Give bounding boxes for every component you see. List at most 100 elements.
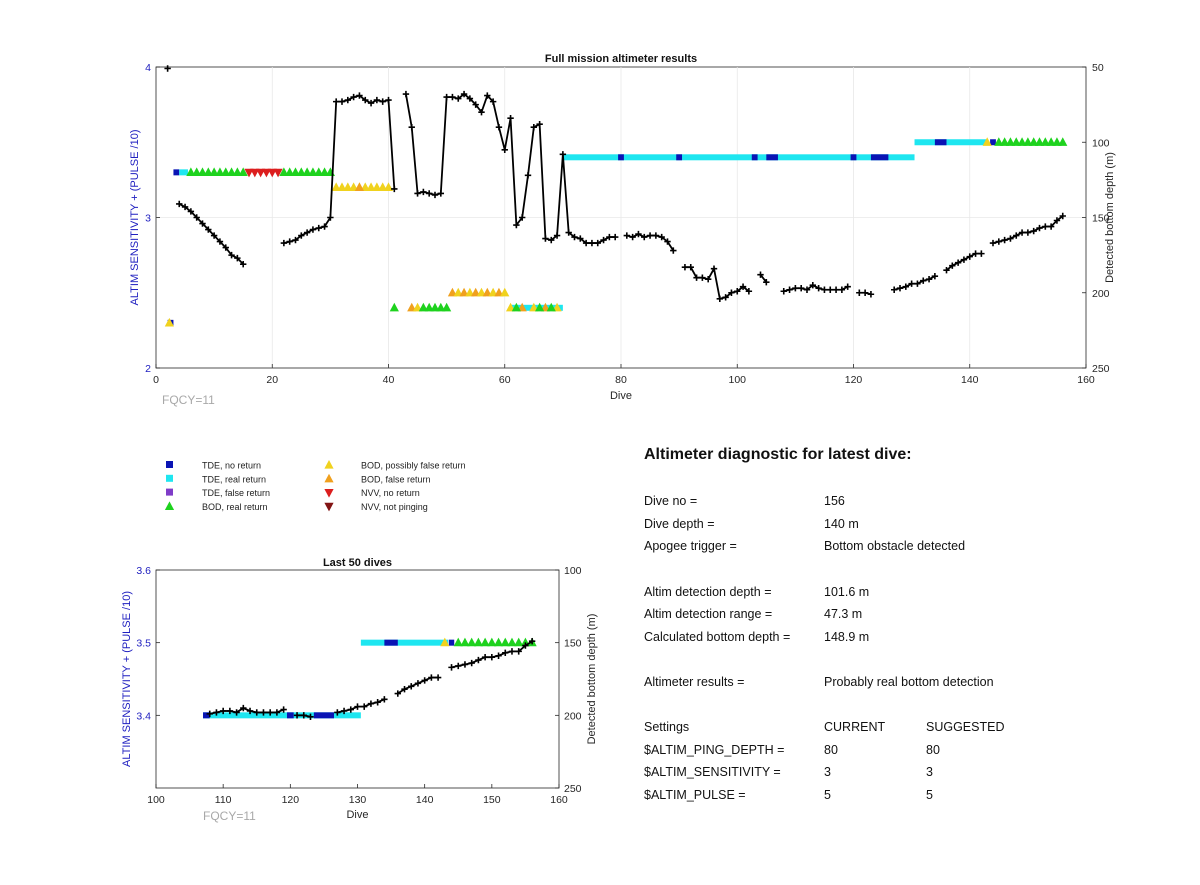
depth-point [867,291,875,298]
legend-label: NVV, not pinging [361,502,428,512]
depth-point [488,654,496,661]
bod-marker [494,287,504,297]
bod-marker [308,167,318,176]
bod-marker [467,637,477,647]
bod-marker [203,167,213,176]
bod-marker [1023,137,1033,146]
depth-point [553,232,561,239]
bod-marker [1000,137,1010,146]
x-tick-label: 130 [349,794,367,806]
depth-point [338,98,346,105]
depth-point [391,185,398,193]
depth-point [354,703,361,710]
depth-point [176,200,183,208]
depth-point [635,230,642,238]
depth-point [495,652,502,659]
depth-point [515,648,522,655]
status-bar-segment [870,154,889,161]
bod-marker [540,302,551,312]
legend-triangle-icon [324,502,334,512]
depth-point [300,712,307,719]
bod-marker [473,637,483,647]
depth-point [431,191,439,199]
legend-square-icon [166,474,173,482]
bod-marker [1029,137,1039,146]
y-tick-label: 3.5 [136,638,151,650]
bod-marker [221,167,231,176]
bod-marker [197,167,208,176]
bod-marker [412,302,423,312]
nvv-marker [244,168,254,178]
dive-no-value: 156 [824,494,845,509]
depth-point [332,98,340,105]
y-right-tick-label: 150 [564,638,582,650]
x-tick-label: 140 [961,374,979,386]
depth-point [786,286,793,293]
bod-marker [238,167,248,176]
depth-point [943,266,950,274]
depth-point [292,236,299,244]
suggested-label: SUGGESTED [926,720,1005,735]
depth-point [253,709,260,716]
bod-marker [514,637,524,647]
bod-marker [493,637,504,647]
bod-marker [430,302,440,312]
depth-point [1018,229,1026,236]
y-right-axis-label: Detected bottom depth (m) [1104,152,1116,283]
depth-point [286,238,293,245]
depth-point [501,146,508,153]
bod-marker [319,167,330,176]
legend: TDE, no return TDE, real return TDE, false… [164,460,466,512]
depth-point [434,674,442,681]
depth-point [577,235,584,242]
depth-point [658,233,665,241]
depth-line [759,274,768,283]
bod-marker [440,637,450,647]
depth-point [233,709,240,716]
depth-point [1036,224,1043,232]
setting-suggested: 3 [926,765,933,780]
y-right-tick-label: 50 [1092,62,1104,74]
y-tick-label: 3.4 [136,710,151,722]
depth-point [518,214,526,221]
depth-point [1042,223,1049,230]
nvv-marker [261,168,272,178]
depth-point [710,265,718,272]
setting-row: $ALTIM_SENSITIVITY = 3 3 [644,761,1164,784]
depth-point [832,286,840,293]
y-tick-label: 3.6 [136,565,151,577]
bod-marker [488,287,498,297]
bod-marker [1017,137,1027,146]
depth-point [536,120,543,128]
legend-square-icon [166,461,173,468]
depth-point [234,254,241,262]
y-right-tick-label: 200 [1092,288,1110,300]
status-bar-segment [510,304,563,311]
depth-point [164,65,171,72]
bod-marker [1011,137,1021,146]
detect-range-row: Altim detection range = 47.3 m [644,603,1164,626]
apogee-label: Apogee trigger = [644,539,737,554]
bod-marker [1040,137,1050,146]
depth-point [896,285,904,292]
bod-marker [546,302,556,312]
status-bar-segment [766,154,778,161]
depth-point [809,282,817,289]
dive-depth-value: 140 m [824,516,859,531]
depth-point [461,661,469,668]
depth-point [716,295,724,302]
depth-point [321,223,328,230]
bod-marker [487,637,497,647]
detect-range-value: 47.3 m [824,607,863,622]
depth-point [925,276,933,283]
fqcy-label: FQCY=11 [203,809,256,823]
depth-point [821,286,828,293]
depth-point [394,690,401,697]
depth-point [629,233,636,241]
full-mission-plot: 0 20 40 60 80 100 120 140 160 2 3 4 50 100 150 200 250 Fu… [129,53,1116,407]
depth-point [995,238,1003,245]
depth-point [347,706,354,713]
bod-marker [442,302,452,312]
bod-marker [482,287,492,297]
depth-point [361,703,368,710]
